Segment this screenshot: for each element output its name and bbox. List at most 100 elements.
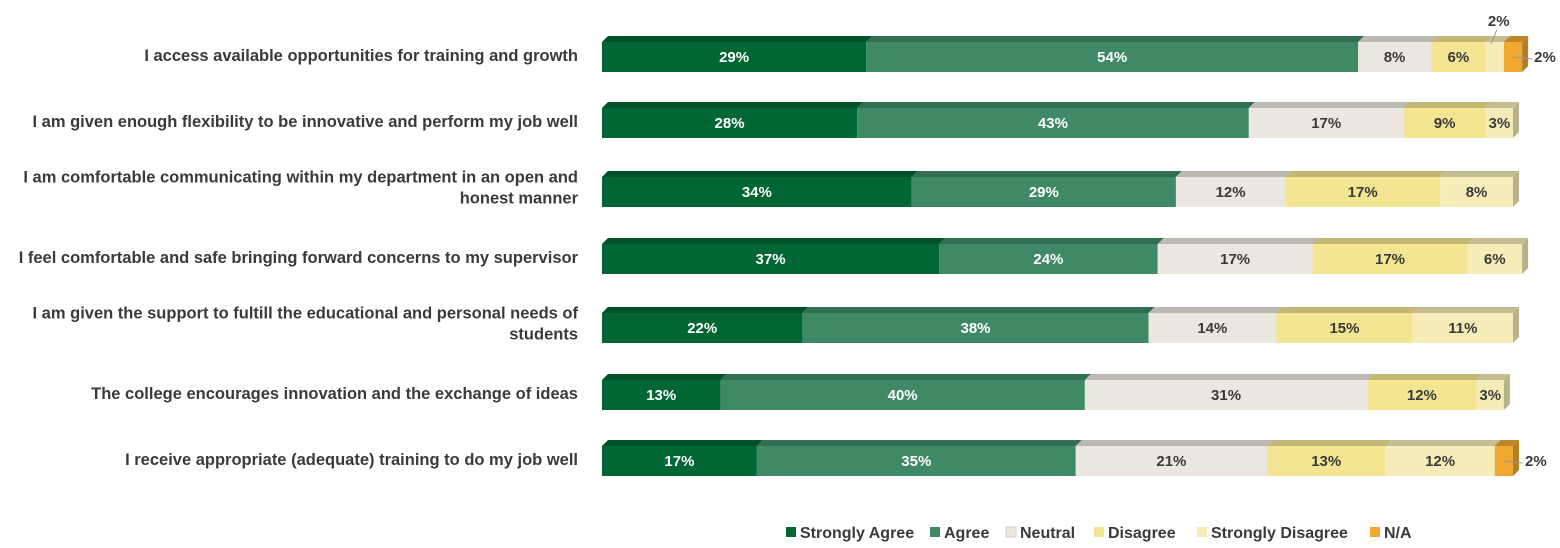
bar-segment-strongly-disagree <box>1412 313 1513 343</box>
data-label: 8% <box>1384 49 1406 66</box>
bar-segment-agree <box>857 108 1249 138</box>
legend-label: N/A <box>1384 525 1412 542</box>
data-label: 21% <box>1156 453 1186 470</box>
bar-segment-top <box>602 238 946 244</box>
bar-segment-neutral <box>1157 244 1313 274</box>
data-labels: 29% 54% 8% 6% 2% 2% 28% 43% 17% 9% 3% 34% 29% 12% 17% 8… <box>646 13 1556 470</box>
bar-segment-strongly-agree <box>602 244 940 274</box>
bar-segment-strongly-agree <box>602 108 858 138</box>
bar-segment-top <box>756 440 1082 446</box>
category-label: I receive appropriate (adequate) trainin… <box>125 451 578 469</box>
data-label: 40% <box>888 387 918 404</box>
bar-segment-top <box>602 374 727 380</box>
bar-segment-top <box>911 171 1182 177</box>
data-label: 15% <box>1329 320 1359 337</box>
bar-segment-strongly-agree <box>602 42 867 72</box>
data-label: 17% <box>1220 251 1250 268</box>
bar-segment-strongly-disagree <box>1467 244 1523 274</box>
data-label: 29% <box>1029 184 1059 201</box>
bar-segment-top <box>1276 307 1419 313</box>
legend-swatch <box>1197 527 1207 537</box>
category-label: I am comfortable communicating within my… <box>23 169 578 187</box>
data-label: 14% <box>1197 320 1227 337</box>
data-label: 38% <box>960 320 990 337</box>
bar-segment-top <box>602 102 864 108</box>
bar-segment-top <box>1494 440 1519 446</box>
bar-segment-strongly-disagree <box>1385 446 1495 476</box>
legend: Strongly Agree Agree Neutral Disagree Strong… <box>786 525 1412 542</box>
data-label: 6% <box>1484 251 1506 268</box>
legend-label: Strongly Disagree <box>1211 525 1348 542</box>
bar-segment-top <box>1503 36 1529 42</box>
bar-segment-top <box>602 440 763 446</box>
category-label: I access available opportunities for tra… <box>144 47 578 65</box>
bar-segment-agree <box>939 244 1158 274</box>
bar-segment-neutral <box>1148 313 1277 343</box>
data-label: 28% <box>715 115 745 132</box>
bar-side-face <box>1503 374 1510 410</box>
bar-segment-top <box>1485 36 1510 42</box>
bar-segment-agree <box>756 446 1076 476</box>
data-label: 43% <box>1038 115 1068 132</box>
bar-side-face <box>1513 102 1519 138</box>
bar-segment-top <box>1084 374 1374 380</box>
bar-segment-strongly-agree <box>602 446 757 476</box>
legend-swatch <box>1094 527 1104 537</box>
data-label: 24% <box>1033 251 1063 268</box>
data-label: 12% <box>1407 387 1437 404</box>
data-label: 9% <box>1434 115 1456 132</box>
bar-segment-top <box>1248 102 1410 108</box>
bars <box>602 36 1529 476</box>
data-label: 17% <box>664 453 694 470</box>
bar-side-face <box>1522 36 1529 72</box>
bar-segment-top <box>802 307 1155 313</box>
bar-segment-strongly-agree <box>602 380 721 410</box>
category-label: honest manner <box>460 190 579 208</box>
data-label: 54% <box>1097 49 1127 66</box>
callout-line <box>1512 56 1533 60</box>
category-label: I feel comfortable and safe bringing for… <box>19 249 579 267</box>
legend-label: Disagree <box>1108 525 1176 542</box>
bar-segment-top <box>1412 307 1519 313</box>
bar-segment-neutral <box>1175 177 1286 207</box>
bar-side-face <box>1522 238 1529 274</box>
data-label: 35% <box>901 453 931 470</box>
bar-segment-strongly-disagree <box>1476 380 1504 410</box>
bar-segment-disagree <box>1367 380 1477 410</box>
legend-label: Agree <box>944 525 989 542</box>
category-label: The college encourages innovation and th… <box>91 385 578 403</box>
bar-segment-top <box>1312 238 1474 244</box>
data-label: 29% <box>719 49 749 66</box>
bar-segment-neutral <box>1084 380 1368 410</box>
data-label: 17% <box>1311 115 1341 132</box>
legend-label: Strongly Agree <box>800 525 914 542</box>
data-label: 31% <box>1211 387 1241 404</box>
data-label: 2% <box>1525 453 1547 470</box>
category-label: I am given enough flexibility to be inno… <box>32 113 578 131</box>
legend-label: Neutral <box>1020 525 1075 542</box>
bar-segment-disagree <box>1312 244 1468 274</box>
data-label: 22% <box>687 320 717 337</box>
bar-side-face <box>1513 171 1519 207</box>
bar-segment-top <box>602 171 918 177</box>
bar-segment-top <box>1367 374 1483 380</box>
data-label: 17% <box>1375 251 1405 268</box>
bar-segment-disagree <box>1285 177 1441 207</box>
bar-segment-top <box>1440 171 1519 177</box>
legend-swatch <box>1370 527 1380 537</box>
data-label: 2% <box>1534 49 1556 66</box>
bar-segment-top <box>1267 440 1392 446</box>
bar-segment-disagree <box>1403 108 1486 138</box>
bar-segment-disagree <box>1276 313 1413 343</box>
bar-segment-neutral <box>1358 42 1432 72</box>
bar-segment-top <box>1467 238 1529 244</box>
bar-segment-top <box>602 307 809 313</box>
legend-swatch <box>1005 526 1017 538</box>
category-labels: I access available opportunities for tra… <box>19 47 579 469</box>
bar-segment-agree <box>802 313 1149 343</box>
bar-segment-top <box>1476 374 1510 380</box>
data-label: 3% <box>1488 115 1510 132</box>
category-label: I am given the support to fultill the ed… <box>33 305 579 323</box>
bar-segment-disagree <box>1267 446 1386 476</box>
